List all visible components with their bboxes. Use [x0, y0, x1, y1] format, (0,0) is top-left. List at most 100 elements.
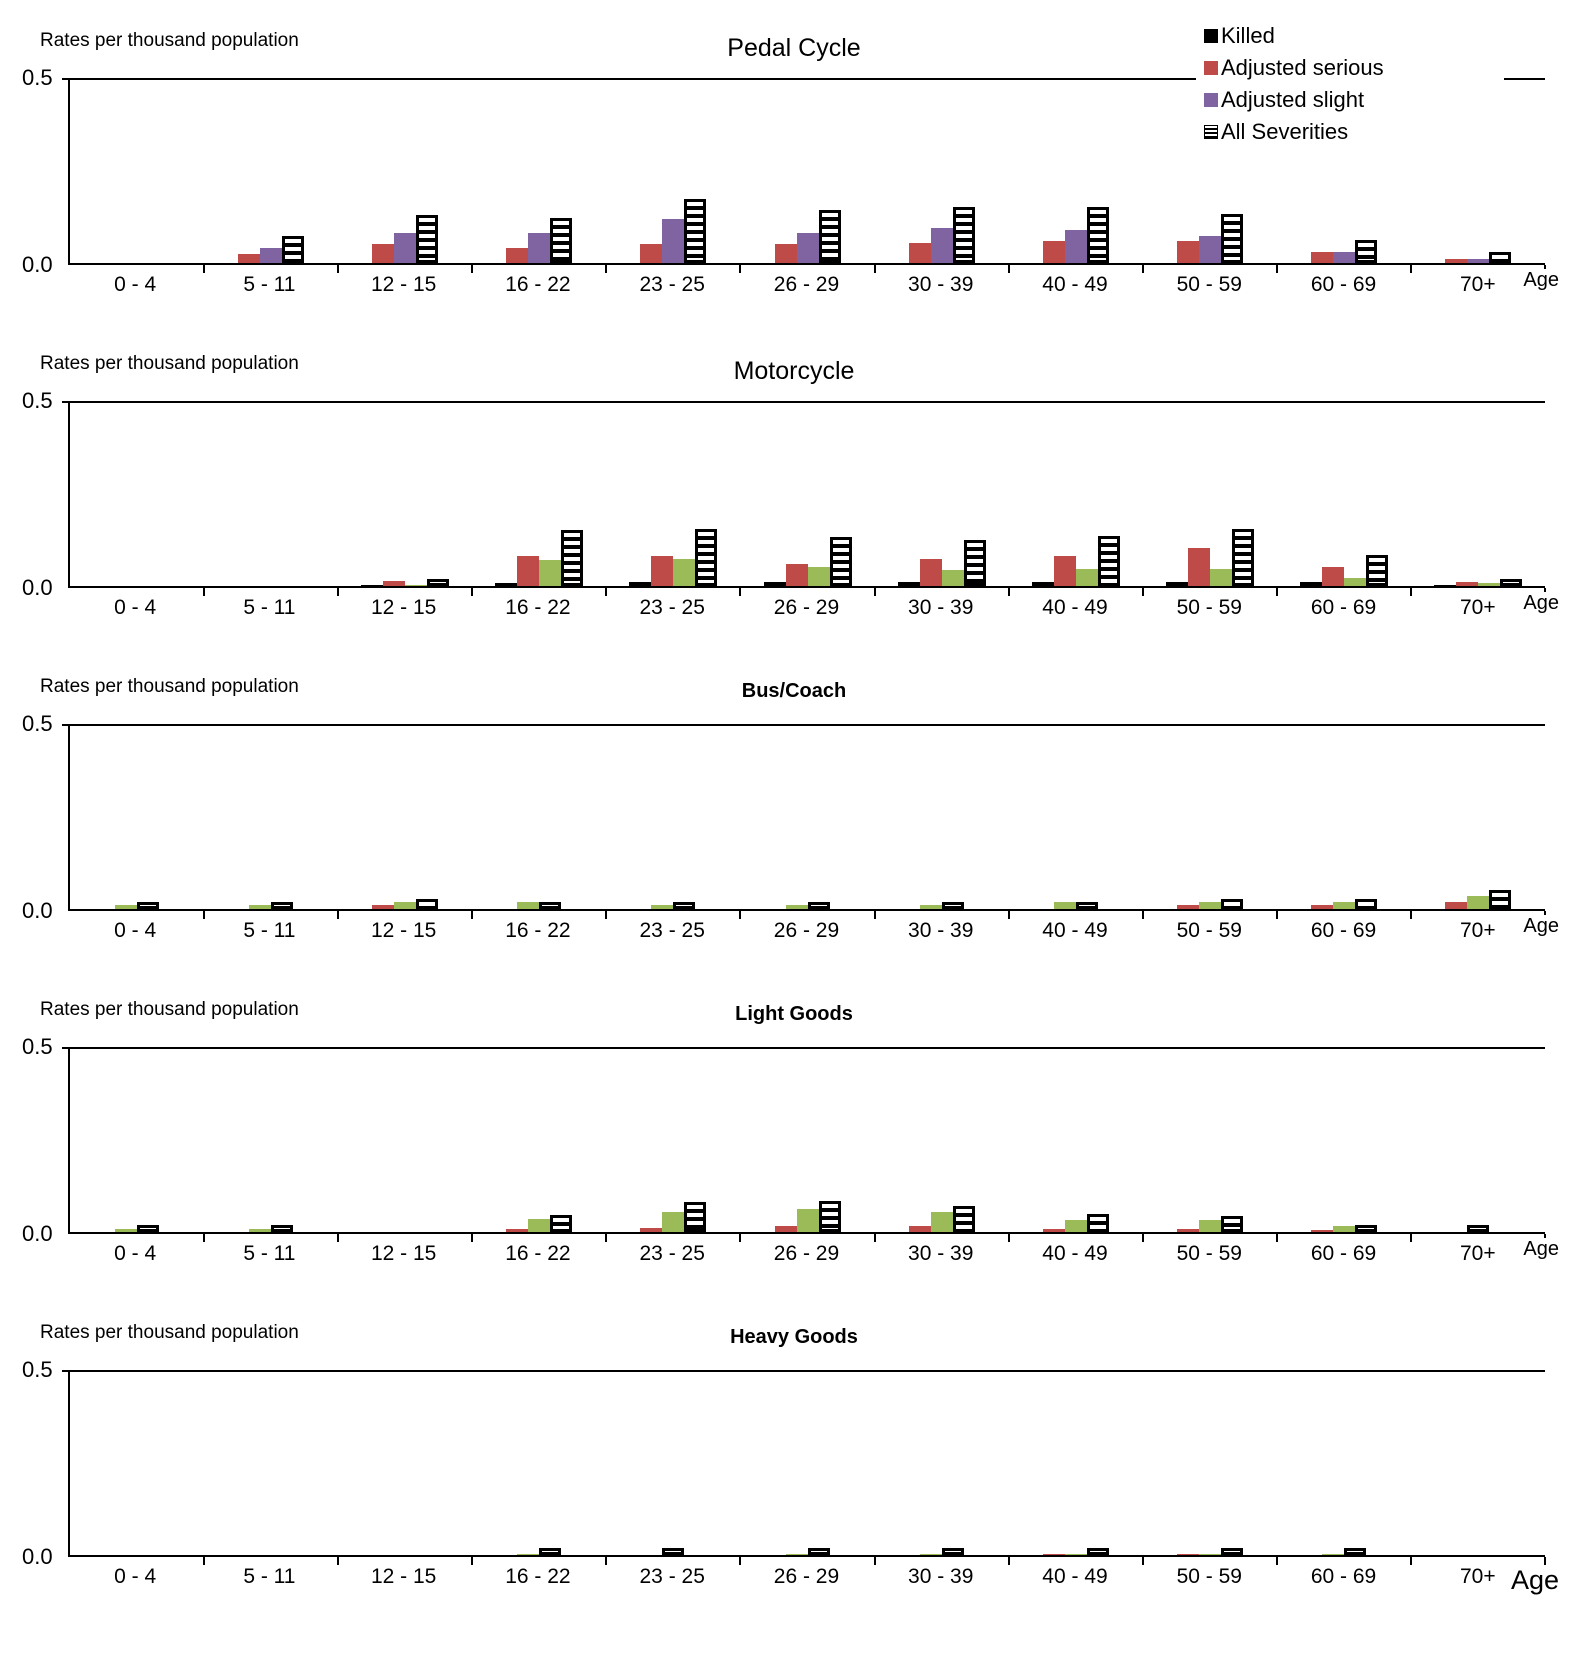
x-tick-label: 40 - 49	[1042, 919, 1108, 942]
gridline-0_5	[70, 1370, 1545, 1372]
bar-all-severities	[1354, 1225, 1377, 1232]
legend: Killed Adjusted serious Adjusted slight …	[1196, 16, 1504, 152]
bar-adjusted-serious	[1042, 1554, 1065, 1555]
x-axis-tick	[873, 1234, 876, 1242]
legend-item-slight: Adjusted slight	[1204, 84, 1504, 116]
x-tick-label: 12 - 15	[370, 1565, 437, 1588]
bar-all-severities	[137, 1225, 160, 1232]
x-axis-tick	[203, 265, 206, 273]
y-tick-max: 0.5	[22, 1357, 53, 1382]
bar-group-60-69	[1277, 724, 1411, 909]
y-tick-zero: 0.0	[22, 575, 53, 600]
x-tick-label: 40 - 49	[1042, 1242, 1108, 1265]
x-tick-label: 23 - 25	[639, 273, 705, 296]
x-axis-tick	[739, 265, 742, 273]
bar-all-severities	[807, 1548, 830, 1555]
bar-adjusted-slight	[1198, 1220, 1221, 1232]
bar-adjusted-slight	[1466, 259, 1489, 263]
x-tick-label: 40 - 49	[1042, 273, 1108, 296]
x-axis-tick	[873, 911, 876, 919]
chart-motorcycle: Rates per thousand population Motorcycle…	[0, 339, 1588, 622]
bar-group-70+	[1411, 1047, 1545, 1232]
x-axis-tick	[1007, 588, 1010, 596]
chart-bus-coach: Rates per thousand population Bus/Coach …	[0, 662, 1588, 945]
chart-header: Rates per thousand population Motorcycle	[0, 339, 1588, 401]
bar-adjusted-serious	[1310, 1230, 1333, 1232]
x-tick-label: 16 - 22	[505, 273, 571, 296]
x-tick-label: 23 - 25	[639, 919, 705, 942]
bar-adjusted-serious	[1042, 1229, 1065, 1232]
x-axis-tick	[1409, 911, 1412, 919]
plot-area	[62, 724, 1546, 919]
plot-area	[62, 401, 1546, 596]
bar-group-40-49	[1009, 401, 1143, 586]
x-axis-tick	[1007, 911, 1010, 919]
bar-adjusted-slight	[528, 1219, 551, 1232]
bar-all-severities	[561, 530, 584, 586]
bar-killed	[1299, 582, 1322, 586]
x-tick-label: 70+	[1459, 596, 1496, 619]
y-axis-tick	[62, 724, 70, 726]
x-axis-tick	[1544, 1557, 1546, 1565]
bar-all-severities	[1365, 555, 1388, 586]
bar-adjusted-slight	[930, 1212, 953, 1232]
bar-adjusted-slight	[249, 905, 272, 909]
bar-adjusted-serious	[908, 243, 931, 263]
x-axis-tick	[739, 1234, 742, 1242]
bar-adjusted-serious	[506, 1229, 529, 1232]
bar-all-severities	[550, 1215, 573, 1232]
bar-all-severities	[416, 215, 439, 263]
bar-adjusted-serious	[1176, 1554, 1199, 1555]
bar-adjusted-slight	[919, 905, 942, 909]
bar-adjusted-serious	[1176, 1229, 1199, 1232]
x-tick-label: 23 - 25	[639, 596, 705, 619]
x-tick-label: 0 - 4	[114, 1565, 157, 1588]
y-tick-zero: 0.0	[22, 252, 53, 277]
bar-adjusted-slight	[1198, 236, 1221, 263]
bar-killed	[1165, 582, 1188, 586]
bar-adjusted-serious	[1053, 556, 1076, 586]
x-axis-tick	[1141, 1234, 1144, 1242]
bar-adjusted-slight	[785, 905, 808, 909]
x-tick-label: 60 - 69	[1310, 1565, 1377, 1588]
y-axis-tick	[62, 1370, 70, 1372]
x-tick-label: 12 - 15	[370, 273, 437, 296]
x-axis-labels: 0 - 4 5 - 11 12 - 15 16 - 22 23 - 25 26 - 29 3…	[68, 911, 1559, 945]
bar-killed	[361, 585, 384, 586]
bar-groups	[70, 1370, 1545, 1555]
bar-adjusted-serious	[785, 564, 808, 586]
legend-item-serious: Adjusted serious	[1204, 52, 1504, 84]
x-axis-title: Age	[1519, 1238, 1559, 1261]
y-axis-title: Rates per thousand population	[40, 1322, 299, 1343]
bar-all-severities	[818, 210, 841, 263]
bar-all-severities	[539, 902, 562, 909]
bar-all-severities	[1086, 1214, 1109, 1232]
bar-groups	[70, 401, 1545, 586]
chart-title: Pedal Cycle	[727, 34, 861, 62]
x-axis-tick	[471, 265, 474, 273]
x-axis-tick	[337, 1557, 340, 1565]
x-axis-tick	[337, 588, 340, 596]
bar-group-12-15	[338, 78, 472, 263]
x-tick-label: 5 - 11	[243, 919, 296, 942]
bar-adjusted-slight	[1332, 902, 1355, 909]
gridline-0_5	[70, 1047, 1545, 1049]
x-axis-tick	[1007, 1234, 1010, 1242]
plot-area-wrap: 0.5 0.0	[22, 1034, 1546, 1246]
bar-group-0-4	[70, 724, 204, 909]
x-axis-tick	[1007, 1557, 1010, 1565]
x-axis-tick	[1409, 588, 1412, 596]
bar-adjusted-slight	[1343, 578, 1366, 586]
x-tick-label: 0 - 4	[114, 919, 157, 942]
x-axis-tick	[605, 911, 608, 919]
bar-group-60-69	[1277, 401, 1411, 586]
chart-title: Light Goods	[735, 1003, 853, 1025]
x-axis-tick	[1141, 911, 1144, 919]
bar-groups	[70, 724, 1545, 909]
x-axis-tick	[739, 911, 742, 919]
bar-adjusted-serious	[383, 581, 406, 586]
x-tick-label: 70+	[1459, 273, 1496, 296]
x-tick-label: 0 - 4	[114, 273, 157, 296]
bar-adjusted-slight	[260, 248, 283, 263]
bar-all-severities	[1343, 1548, 1366, 1555]
